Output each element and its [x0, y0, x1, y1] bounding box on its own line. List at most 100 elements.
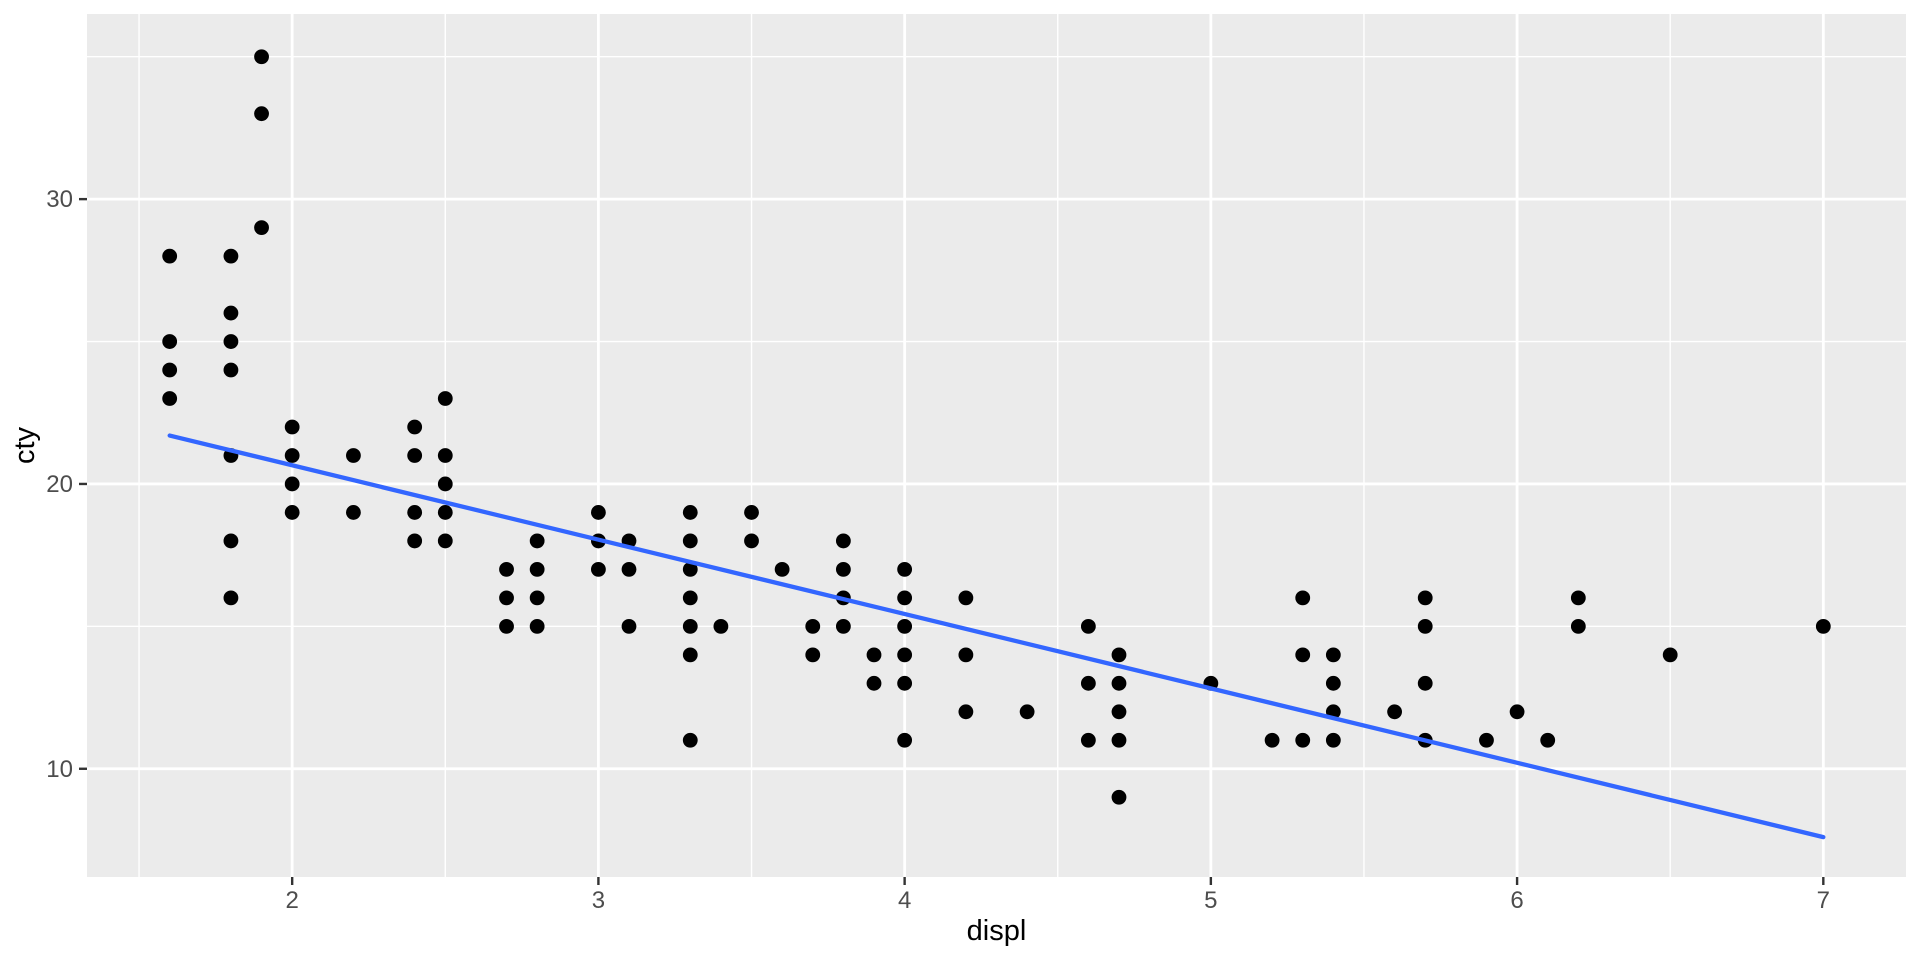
data-point [284, 419, 300, 435]
data-point [621, 561, 637, 577]
data-point [223, 334, 239, 349]
data-point [682, 618, 698, 634]
data-point [958, 590, 974, 606]
data-point [744, 505, 759, 520]
data-point [1662, 647, 1678, 663]
data-point [1570, 618, 1586, 634]
data-point [223, 533, 239, 549]
data-point [162, 248, 178, 264]
data-point [223, 248, 239, 264]
data-point [1570, 590, 1586, 606]
data-point [682, 505, 698, 520]
data-point [346, 448, 361, 463]
regression-line [167, 433, 1826, 840]
data-point [682, 533, 698, 549]
data-point [591, 561, 606, 577]
y-tick-label: 10 [46, 756, 73, 783]
data-point [284, 448, 300, 463]
data-point [529, 561, 545, 577]
data-point [958, 647, 974, 663]
data-point [897, 618, 913, 634]
data-point [407, 448, 423, 463]
major-gridlines [87, 14, 1906, 877]
data-point [805, 647, 821, 663]
data-points [162, 49, 1831, 805]
data-point [162, 334, 178, 349]
data-point [407, 533, 423, 549]
data-point [529, 618, 545, 634]
data-point [254, 106, 269, 122]
data-point [591, 505, 606, 520]
data-point [223, 590, 239, 606]
x-tick-label: 7 [1817, 887, 1830, 914]
data-point [437, 533, 453, 549]
data-point [835, 533, 851, 549]
data-point [744, 533, 759, 549]
data-point [1540, 732, 1556, 748]
axis-tick-labels: 2 3 4 5 6 7 10 20 30 [46, 186, 1830, 914]
data-point [254, 220, 269, 236]
data-point [958, 704, 974, 720]
axis-tick-marks [79, 197, 1825, 885]
data-point [1080, 732, 1096, 748]
data-point [866, 675, 882, 691]
data-point [866, 647, 882, 663]
data-point [682, 561, 698, 577]
data-point [1111, 732, 1127, 748]
data-point [254, 49, 269, 65]
x-tick-label: 3 [592, 887, 605, 914]
data-point [897, 590, 913, 606]
data-point [499, 561, 514, 577]
data-point [1417, 675, 1433, 691]
plot-panel [87, 14, 1906, 877]
data-point [1080, 675, 1096, 691]
data-point [897, 675, 913, 691]
data-point [897, 732, 913, 748]
x-tick-label: 5 [1204, 887, 1217, 914]
data-point [1111, 647, 1127, 663]
x-tick-label: 2 [285, 887, 298, 914]
data-point [437, 448, 453, 463]
data-point [1111, 704, 1127, 720]
y-axis-title: cty [9, 426, 41, 464]
data-point [774, 561, 790, 577]
data-point [1325, 647, 1341, 663]
data-point [529, 533, 545, 549]
data-point [1325, 732, 1341, 748]
data-point [223, 362, 239, 378]
data-point [835, 618, 851, 634]
data-point [835, 561, 851, 577]
data-point [621, 618, 637, 634]
data-point [682, 590, 698, 606]
data-point [897, 647, 913, 663]
data-point [1509, 704, 1525, 720]
data-point [223, 305, 239, 321]
data-point [1295, 732, 1311, 748]
data-point [1815, 618, 1831, 634]
data-point [284, 476, 300, 492]
data-point [407, 419, 423, 435]
data-point [897, 561, 913, 577]
data-point [1019, 704, 1035, 720]
data-point [1264, 732, 1280, 748]
data-point [499, 590, 514, 606]
data-point [1387, 704, 1402, 720]
data-point [805, 618, 821, 634]
data-point [346, 505, 361, 520]
data-point [407, 505, 423, 520]
data-point [1111, 789, 1127, 805]
data-point [1325, 675, 1341, 691]
y-tick-label: 30 [46, 186, 73, 213]
data-point [1479, 732, 1494, 748]
data-point [1295, 590, 1311, 606]
data-point [437, 391, 453, 406]
data-point [1111, 675, 1127, 691]
data-point [499, 618, 514, 634]
data-point [1417, 590, 1433, 606]
data-point [1295, 647, 1311, 663]
data-point [437, 505, 453, 520]
x-tick-label: 4 [898, 887, 911, 914]
x-tick-label: 6 [1510, 887, 1523, 914]
data-point [437, 476, 453, 492]
